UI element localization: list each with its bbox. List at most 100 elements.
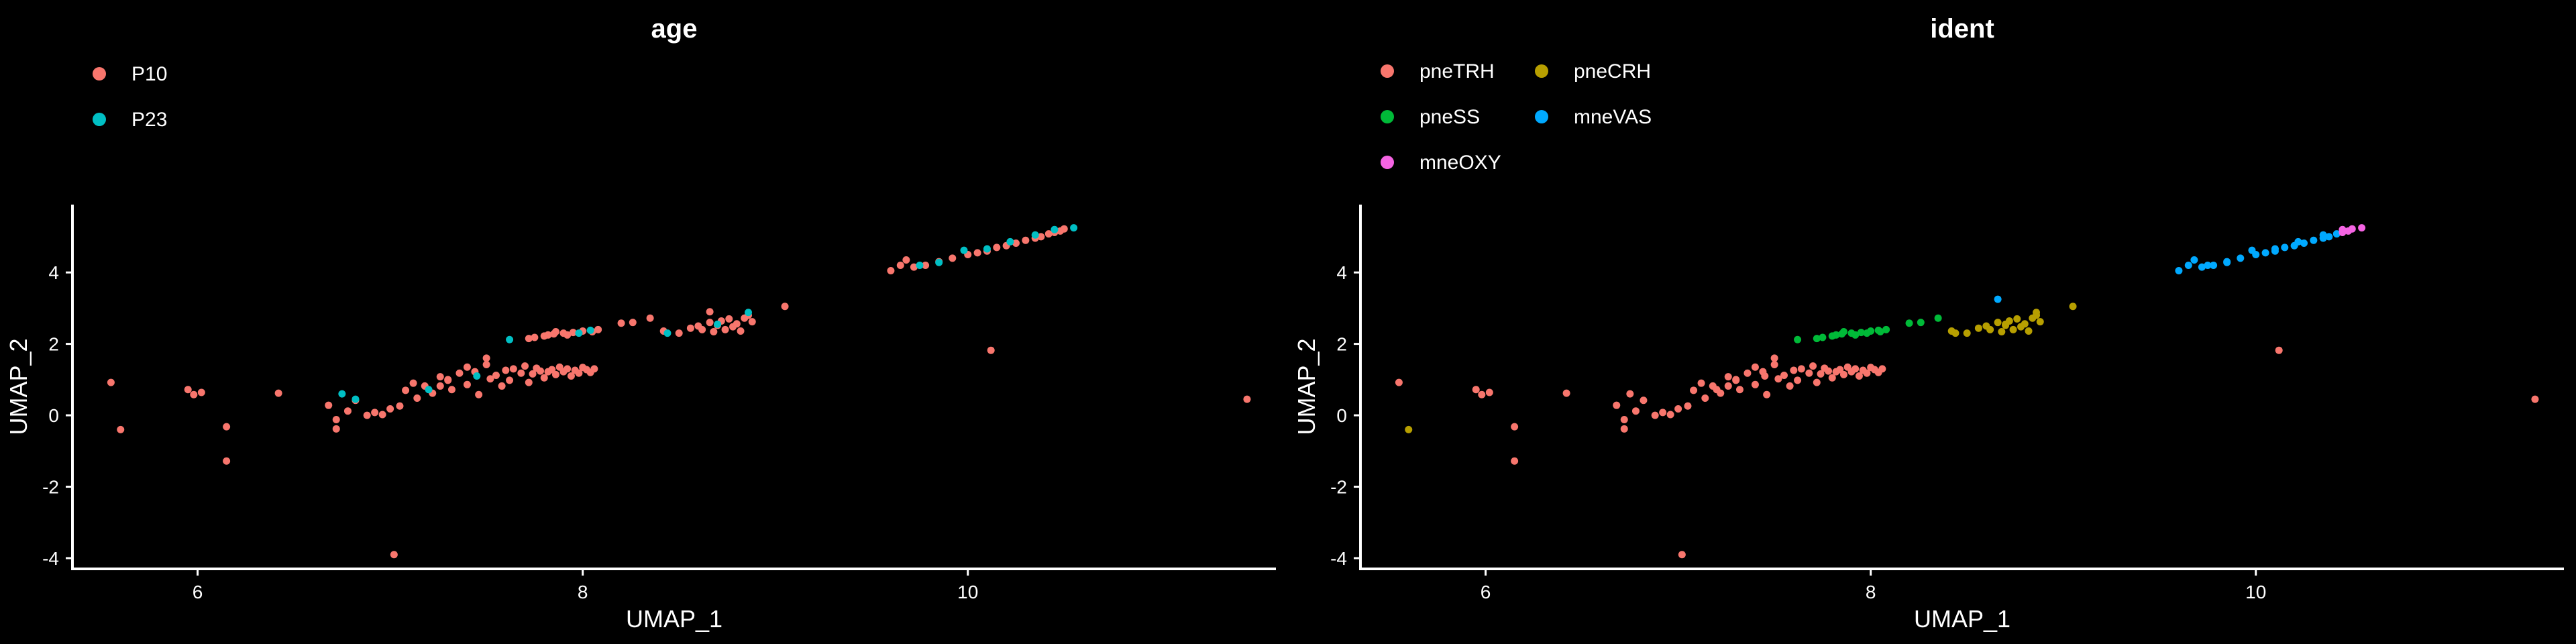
point-P10 xyxy=(463,380,471,388)
point-P23 xyxy=(663,329,672,337)
point-pneSS xyxy=(1905,319,1913,327)
point-P10 xyxy=(363,411,371,419)
point-pneTRH xyxy=(1713,386,1721,394)
legend-key-pneCRH xyxy=(1535,64,1548,78)
legend-key-pneTRH xyxy=(1381,64,1394,78)
point-pneTRH xyxy=(1797,365,1805,373)
legend-label: pneCRH xyxy=(1574,60,1651,83)
point-P23 xyxy=(352,395,360,403)
point-P10 xyxy=(698,325,706,333)
point-pneTRH xyxy=(1674,405,1682,413)
point-pneTRH xyxy=(1631,407,1640,415)
point-P10 xyxy=(1022,236,1030,244)
legend-label: mneOXY xyxy=(1419,152,1501,174)
legend-key-P23 xyxy=(93,113,106,126)
point-mneVAS xyxy=(2281,244,2289,252)
chart-title: age xyxy=(651,14,698,44)
legend-key-mneVAS xyxy=(1535,110,1548,123)
y-tick-label: 4 xyxy=(48,262,59,283)
point-pneCRH xyxy=(2013,315,2021,323)
point-pneTRH xyxy=(1684,402,1692,410)
legend-key-pneSS xyxy=(1381,110,1394,123)
point-mneOXY xyxy=(2339,225,2347,233)
point-pneTRH xyxy=(1743,369,1752,377)
point-mneVAS xyxy=(2237,254,2245,262)
point-P10 xyxy=(675,329,683,337)
x-tick-label: 8 xyxy=(1866,582,1876,602)
point-P10 xyxy=(463,363,471,371)
point-P10 xyxy=(706,319,714,327)
point-mneVAS xyxy=(2325,233,2333,241)
point-P10 xyxy=(575,369,583,377)
point-P10 xyxy=(332,415,340,423)
point-P10 xyxy=(486,375,494,383)
point-P10 xyxy=(521,362,529,370)
point-P23 xyxy=(1031,231,1039,239)
point-P10 xyxy=(1060,225,1068,233)
point-P23 xyxy=(1070,224,1078,232)
point-P10 xyxy=(569,329,577,337)
y-tick-label: -4 xyxy=(42,548,59,569)
point-pneTRH xyxy=(1613,401,1621,409)
point-P10 xyxy=(197,388,205,396)
point-P10 xyxy=(564,331,572,339)
point-P10 xyxy=(325,401,333,409)
point-pneCRH xyxy=(1963,329,1971,337)
point-P23 xyxy=(473,372,481,380)
point-pneTRH xyxy=(1562,389,1570,397)
point-P10 xyxy=(564,365,572,373)
point-P10 xyxy=(551,328,559,336)
point-mneVAS xyxy=(2300,239,2308,247)
point-pneTRH xyxy=(2275,346,2283,354)
point-P10 xyxy=(436,373,444,381)
point-P10 xyxy=(540,374,548,382)
point-P10 xyxy=(332,425,340,433)
point-pneTRH xyxy=(1790,366,1798,374)
point-pneSS xyxy=(1917,319,1925,327)
point-P10 xyxy=(509,365,517,373)
point-mneVAS xyxy=(2252,251,2260,259)
point-P10 xyxy=(733,320,741,328)
point-mneOXY xyxy=(2358,224,2366,232)
point-pneTRH xyxy=(1839,370,1847,378)
point-P23 xyxy=(338,390,346,398)
point-P10 xyxy=(537,367,545,375)
legend-label: mneVAS xyxy=(1574,106,1652,128)
point-mneVAS xyxy=(2175,266,2183,274)
point-P10 xyxy=(455,369,464,377)
point-pneSS xyxy=(1839,328,1847,336)
y-tick-label: -2 xyxy=(42,477,59,498)
point-P10 xyxy=(517,369,525,377)
point-pneSS xyxy=(1857,329,1865,337)
x-axis-label: UMAP_1 xyxy=(1914,605,2010,633)
legend: pneTRH pneCRH pneSS mneVAS mneOXY xyxy=(1381,60,1652,174)
point-mneVAS xyxy=(2204,262,2212,269)
point-pneTRH xyxy=(1690,386,1698,394)
point-P10 xyxy=(371,409,379,417)
point-P10 xyxy=(223,457,231,465)
point-P23 xyxy=(935,258,943,266)
point-P10 xyxy=(343,407,352,415)
point-P10 xyxy=(567,372,575,380)
point-pneCRH xyxy=(1986,325,1994,333)
point-pneSS xyxy=(1876,328,1884,336)
point-pneTRH xyxy=(1780,371,1788,379)
point-P10 xyxy=(544,331,552,339)
point-P10 xyxy=(590,365,598,373)
point-P10 xyxy=(525,378,533,386)
point-pneTRH xyxy=(1825,367,1833,375)
point-pneTRH xyxy=(1805,369,1813,377)
point-P10 xyxy=(502,366,510,374)
point-pneTRH xyxy=(1620,425,1628,433)
point-pneTRH xyxy=(1751,363,1759,371)
point-pneTRH xyxy=(1697,379,1705,387)
point-pneTRH xyxy=(2531,395,2539,403)
point-P10 xyxy=(396,402,404,410)
point-pneCRH xyxy=(2009,325,2017,333)
point-P10 xyxy=(725,315,733,323)
point-P23 xyxy=(586,326,594,334)
point-P10 xyxy=(444,376,452,384)
y-axis-label: UMAP_2 xyxy=(1293,338,1320,435)
point-P23 xyxy=(506,335,514,343)
legend-key-P10 xyxy=(93,67,106,80)
